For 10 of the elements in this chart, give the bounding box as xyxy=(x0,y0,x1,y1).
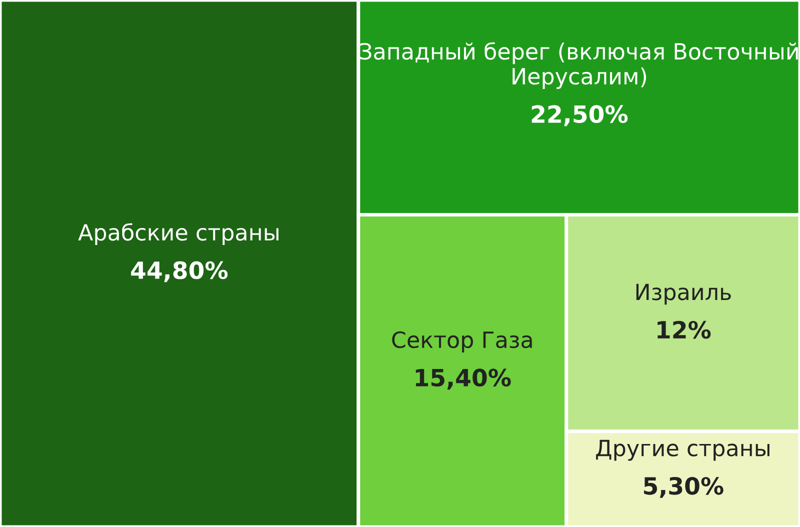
data-label: 44,80% xyxy=(131,261,228,282)
data-label: 15,40% xyxy=(416,368,511,390)
category-label: Другие страны xyxy=(596,440,770,461)
category-label: Арабские страны xyxy=(78,223,278,246)
category-label: Западный берег (включая Восточный Иерусалим) xyxy=(360,42,798,89)
data-label: 12% xyxy=(658,320,711,339)
data-label: 5,30% xyxy=(644,476,724,498)
category-label: Израиль xyxy=(636,284,731,305)
category-label: Сектор Газа xyxy=(392,331,532,352)
data-label: 22,50% xyxy=(532,105,628,126)
